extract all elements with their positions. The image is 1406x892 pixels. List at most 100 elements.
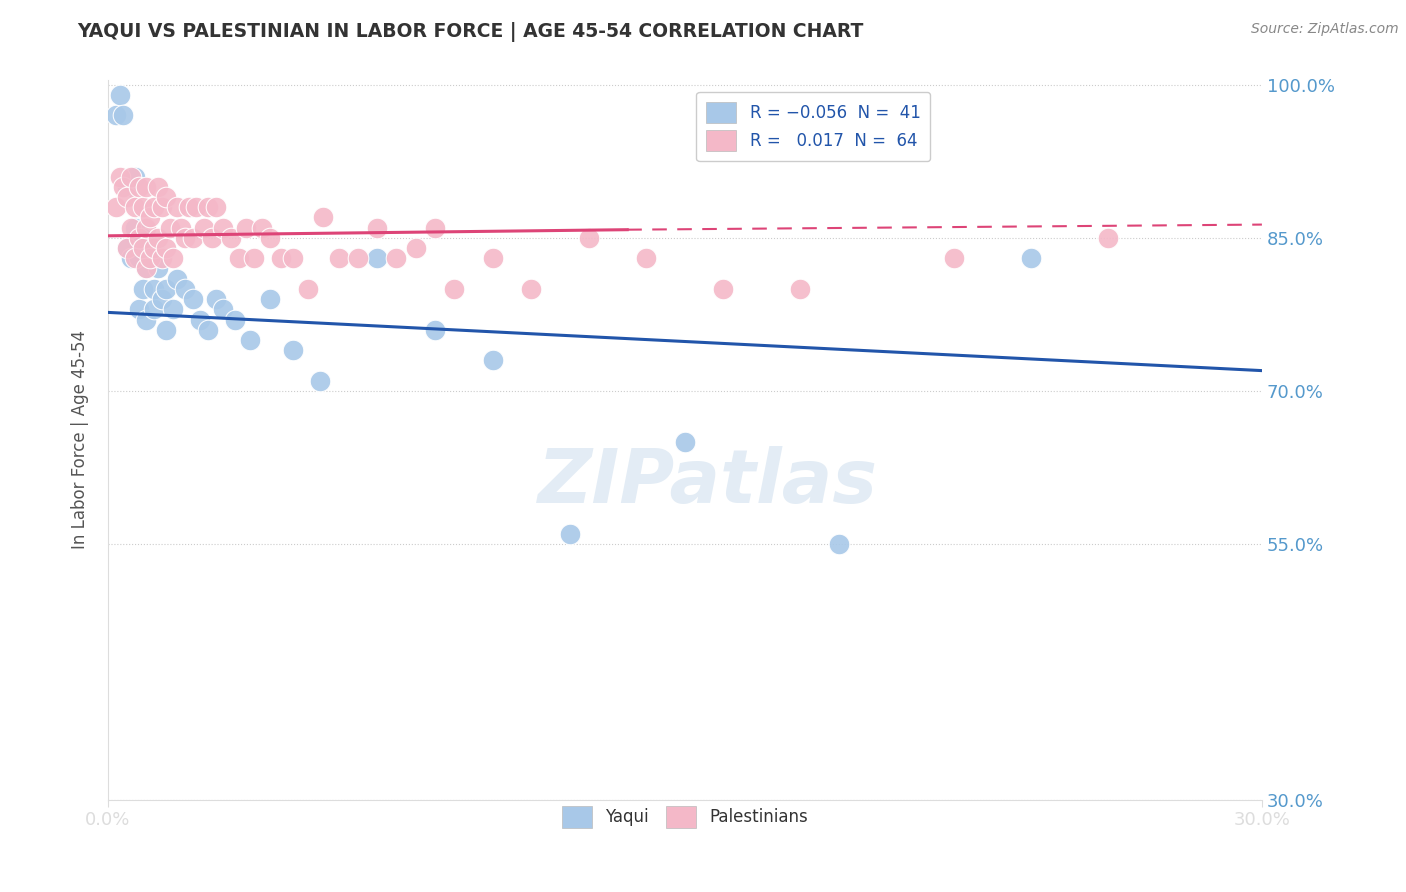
Point — [162, 302, 184, 317]
Point — [828, 537, 851, 551]
Point — [204, 200, 226, 214]
Point — [115, 179, 138, 194]
Point — [193, 220, 215, 235]
Text: YAQUI VS PALESTINIAN IN LABOR FORCE | AGE 45-54 CORRELATION CHART: YAQUI VS PALESTINIAN IN LABOR FORCE | AG… — [77, 22, 863, 42]
Point — [636, 252, 658, 266]
Point — [124, 200, 146, 214]
Point — [115, 190, 138, 204]
Point — [131, 241, 153, 255]
Point — [243, 252, 266, 266]
Point — [204, 292, 226, 306]
Point — [120, 220, 142, 235]
Point — [139, 252, 162, 266]
Point — [139, 211, 162, 225]
Point — [135, 261, 157, 276]
Point — [120, 169, 142, 184]
Point — [174, 282, 197, 296]
Point — [115, 241, 138, 255]
Point — [131, 231, 153, 245]
Point — [155, 190, 177, 204]
Point — [174, 231, 197, 245]
Y-axis label: In Labor Force | Age 45-54: In Labor Force | Age 45-54 — [72, 330, 89, 549]
Point — [146, 231, 169, 245]
Point — [155, 323, 177, 337]
Point — [120, 252, 142, 266]
Point — [239, 333, 262, 347]
Point — [150, 292, 173, 306]
Point — [673, 435, 696, 450]
Point — [281, 343, 304, 358]
Point — [312, 211, 335, 225]
Point — [212, 302, 235, 317]
Point — [128, 231, 150, 245]
Point — [155, 282, 177, 296]
Point — [481, 252, 503, 266]
Point — [558, 527, 581, 541]
Point — [943, 252, 966, 266]
Point — [181, 231, 204, 245]
Point — [170, 220, 193, 235]
Point — [235, 220, 257, 235]
Point — [308, 374, 330, 388]
Point — [219, 231, 242, 245]
Point — [108, 87, 131, 102]
Point — [181, 292, 204, 306]
Point — [166, 271, 188, 285]
Point — [150, 200, 173, 214]
Point — [366, 252, 388, 266]
Point — [112, 179, 135, 194]
Point — [197, 200, 219, 214]
Point — [347, 252, 370, 266]
Point — [713, 282, 735, 296]
Point — [443, 282, 465, 296]
Point — [188, 312, 211, 326]
Point — [146, 179, 169, 194]
Legend: Yaqui, Palestinians: Yaqui, Palestinians — [555, 799, 814, 834]
Point — [150, 252, 173, 266]
Point — [228, 252, 250, 266]
Point — [131, 282, 153, 296]
Point — [146, 261, 169, 276]
Point — [1019, 252, 1042, 266]
Text: ZIPatlas: ZIPatlas — [538, 446, 877, 519]
Point — [177, 200, 200, 214]
Point — [128, 302, 150, 317]
Point — [108, 169, 131, 184]
Point — [212, 220, 235, 235]
Point — [135, 220, 157, 235]
Point — [124, 220, 146, 235]
Point — [259, 231, 281, 245]
Point — [270, 252, 292, 266]
Point — [201, 231, 224, 245]
Point — [128, 179, 150, 194]
Point — [143, 200, 166, 214]
Point — [135, 312, 157, 326]
Point — [155, 241, 177, 255]
Point — [124, 252, 146, 266]
Point — [139, 252, 162, 266]
Point — [1097, 231, 1119, 245]
Point — [128, 252, 150, 266]
Point — [162, 252, 184, 266]
Point — [405, 241, 427, 255]
Point — [104, 200, 127, 214]
Text: Source: ZipAtlas.com: Source: ZipAtlas.com — [1251, 22, 1399, 37]
Point — [186, 200, 208, 214]
Point — [166, 200, 188, 214]
Point — [328, 252, 350, 266]
Point — [250, 220, 273, 235]
Point — [259, 292, 281, 306]
Point — [578, 231, 600, 245]
Point — [115, 241, 138, 255]
Point — [789, 282, 811, 296]
Point — [366, 220, 388, 235]
Point — [224, 312, 246, 326]
Point — [135, 261, 157, 276]
Point — [297, 282, 319, 296]
Point — [197, 323, 219, 337]
Point — [520, 282, 543, 296]
Point — [143, 302, 166, 317]
Point — [159, 220, 181, 235]
Point — [112, 108, 135, 122]
Point — [143, 282, 166, 296]
